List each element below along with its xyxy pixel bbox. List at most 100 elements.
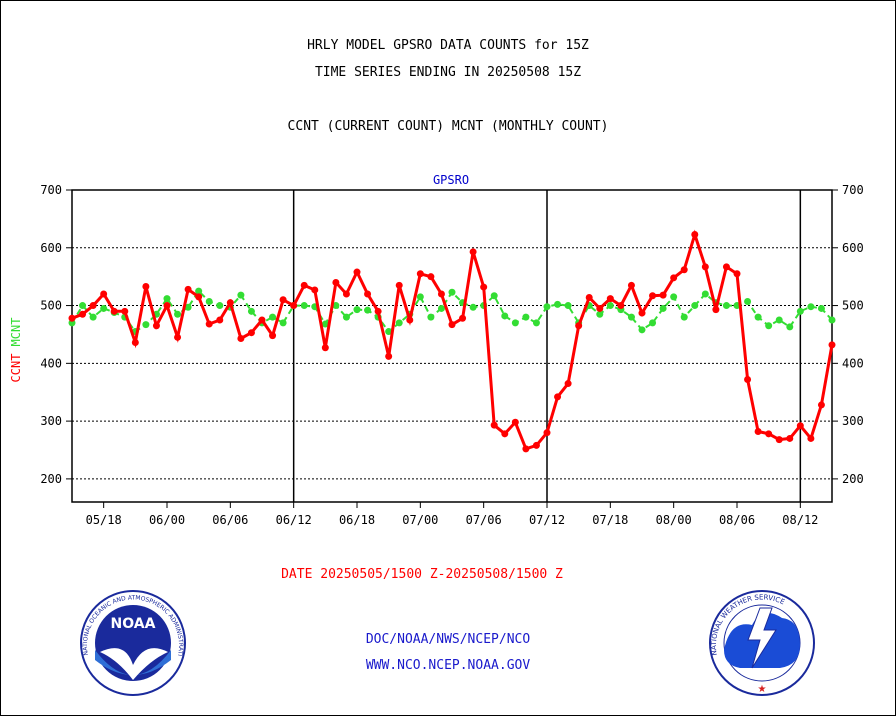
chart-title-line-2: TIME SERIES ENDING IN 20250508 15Z xyxy=(314,65,582,80)
point-ccnt xyxy=(184,285,192,293)
x-tick-label: 08/06 xyxy=(719,513,755,527)
point-ccnt xyxy=(300,281,308,289)
point-mcnt xyxy=(754,313,762,321)
point-mcnt xyxy=(807,303,815,311)
x-tick-label: 07/18 xyxy=(592,513,628,527)
point-mcnt xyxy=(395,319,403,327)
point-ccnt xyxy=(712,306,720,314)
point-mcnt xyxy=(195,287,203,295)
x-tick-label: 05/18 xyxy=(86,513,122,527)
point-ccnt xyxy=(79,310,87,318)
point-ccnt xyxy=(807,434,815,442)
point-mcnt xyxy=(606,302,614,310)
point-mcnt xyxy=(269,313,277,321)
point-ccnt xyxy=(247,329,255,337)
point-mcnt xyxy=(174,310,182,318)
y-axis-label-mcnt: MCNT xyxy=(9,318,23,347)
point-mcnt xyxy=(89,313,97,321)
point-ccnt xyxy=(205,320,213,328)
x-tick-label: 06/06 xyxy=(212,513,248,527)
point-ccnt xyxy=(670,274,678,282)
point-mcnt xyxy=(279,319,287,327)
point-mcnt xyxy=(775,316,783,324)
y-tick-label-left: 400 xyxy=(40,356,62,370)
point-ccnt xyxy=(258,316,266,324)
point-ccnt xyxy=(659,291,667,299)
y-tick-label-right: 500 xyxy=(842,299,864,313)
point-ccnt xyxy=(121,307,129,315)
point-ccnt xyxy=(617,302,625,310)
point-ccnt xyxy=(828,341,836,349)
point-ccnt xyxy=(332,278,340,286)
point-mcnt xyxy=(828,316,836,324)
point-ccnt xyxy=(691,230,699,238)
point-mcnt xyxy=(765,322,773,330)
svg-text:★: ★ xyxy=(758,684,767,695)
point-ccnt xyxy=(385,352,393,360)
point-ccnt xyxy=(110,307,118,315)
website-link[interactable]: WWW.NCO.NCEP.NOAA.GOV xyxy=(365,658,531,673)
y-tick-label-left: 200 xyxy=(40,472,62,486)
point-ccnt xyxy=(142,282,150,290)
point-mcnt xyxy=(680,313,688,321)
point-ccnt xyxy=(174,333,182,341)
point-mcnt xyxy=(300,302,308,310)
point-ccnt xyxy=(575,322,583,330)
point-ccnt xyxy=(100,290,108,298)
point-ccnt xyxy=(522,445,530,453)
point-mcnt xyxy=(701,290,709,298)
point-mcnt xyxy=(596,310,604,318)
point-ccnt xyxy=(680,266,688,274)
point-ccnt xyxy=(448,321,456,329)
point-mcnt xyxy=(353,306,361,314)
point-ccnt xyxy=(596,304,604,312)
point-mcnt xyxy=(237,291,245,299)
point-mcnt xyxy=(216,302,224,310)
chart-title-line-1: HRLY MODEL GPSRO DATA COUNTS for 15Z xyxy=(307,38,589,53)
point-ccnt xyxy=(342,290,350,298)
point-mcnt xyxy=(427,313,435,321)
org-path-link[interactable]: DOC/NOAA/NWS/NCEP/NCO xyxy=(365,632,531,647)
y-tick-label-left: 600 xyxy=(40,241,62,255)
point-ccnt xyxy=(195,293,203,301)
point-mcnt xyxy=(142,321,150,329)
point-ccnt xyxy=(754,428,762,436)
point-mcnt xyxy=(448,288,456,296)
point-ccnt xyxy=(406,316,414,324)
series-line-ccnt xyxy=(71,229,834,451)
point-ccnt xyxy=(89,302,97,310)
x-tick-label: 07/12 xyxy=(529,513,565,527)
point-ccnt xyxy=(427,273,435,281)
noaa-logo-text: NOAA xyxy=(111,616,156,632)
x-tick-label: 06/18 xyxy=(339,513,375,527)
point-ccnt xyxy=(311,286,319,294)
y-tick-label-left: 500 xyxy=(40,299,62,313)
point-mcnt xyxy=(564,302,572,310)
point-ccnt xyxy=(649,292,657,300)
y-tick-label-right: 400 xyxy=(842,356,864,370)
y-tick-label-right: 200 xyxy=(842,472,864,486)
point-ccnt xyxy=(532,441,540,449)
point-ccnt xyxy=(226,299,234,307)
point-mcnt xyxy=(649,319,657,327)
point-mcnt xyxy=(511,319,519,327)
point-mcnt xyxy=(522,313,530,321)
point-mcnt xyxy=(79,302,87,310)
point-ccnt xyxy=(606,295,614,303)
point-mcnt xyxy=(722,302,730,310)
y-tick-label-right: 600 xyxy=(842,241,864,255)
noaa-logo: NOAA NATIONAL OCEANIC AND ATMOSPHERIC AD… xyxy=(0,0,186,696)
y-tick-label-left: 300 xyxy=(40,414,62,428)
point-ccnt xyxy=(321,344,329,352)
point-mcnt xyxy=(532,319,540,327)
point-mcnt xyxy=(796,307,804,315)
point-ccnt xyxy=(490,421,498,429)
point-ccnt xyxy=(796,422,804,430)
y-tick-label-right: 300 xyxy=(842,414,864,428)
point-ccnt xyxy=(469,248,477,256)
y-axis-label-ccnt: CCNT xyxy=(9,354,23,383)
point-ccnt xyxy=(269,332,277,340)
point-ccnt xyxy=(638,309,646,317)
point-ccnt xyxy=(437,290,445,298)
point-ccnt xyxy=(216,316,224,324)
